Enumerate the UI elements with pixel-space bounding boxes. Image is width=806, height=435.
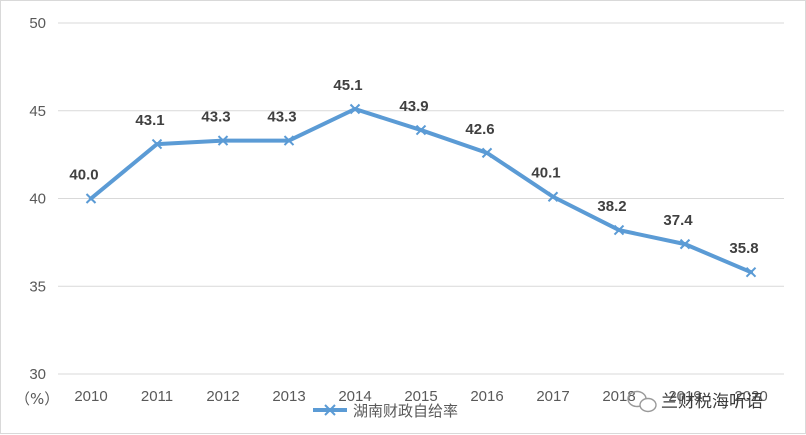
legend-label: 湖南财政自给率: [353, 402, 458, 420]
data-label: 43.1: [135, 112, 164, 129]
data-point-marker: [283, 135, 295, 146]
data-label: 40.0: [69, 167, 98, 184]
y-unit-label: （%）: [15, 390, 59, 408]
data-point-marker: [85, 193, 97, 204]
data-label: 43.3: [267, 109, 296, 126]
data-label: 35.8: [729, 240, 758, 257]
data-label: 42.6: [465, 121, 494, 138]
data-point-marker: [481, 147, 493, 159]
data-label: 37.4: [663, 212, 693, 229]
watermark: 兰财税海听语: [627, 390, 763, 413]
x-tick-label: 2019: [668, 388, 701, 405]
y-tick-label: 30: [29, 366, 46, 383]
x-tick-label: 2015: [404, 388, 437, 405]
y-tick-label: 40: [29, 191, 46, 208]
data-point-marker: [217, 135, 229, 146]
data-label: 40.1: [531, 165, 560, 182]
x-tick-label: 2011: [141, 388, 173, 405]
data-point-marker: [679, 238, 691, 250]
gridlines: [58, 22, 784, 375]
data-point-marker: [151, 138, 163, 150]
series-line: [89, 106, 753, 275]
x-tick-label: 2012: [206, 388, 239, 405]
x-axis-ticks: 2010 2011 2012 2013 2014 2015 2016 2017 2018 2019…: [74, 388, 767, 405]
wechat-icon: [627, 390, 657, 413]
data-point-marker: [349, 103, 361, 115]
y-tick-label: 50: [29, 15, 46, 32]
data-label: 45.1: [333, 77, 362, 94]
y-tick-label: 45: [29, 103, 46, 120]
data-label: 43.3: [201, 109, 230, 126]
y-axis-ticks: 30 35 40 45 50: [29, 15, 46, 383]
x-tick-label: 2017: [536, 388, 569, 405]
data-label: 43.9: [399, 98, 428, 115]
x-tick-label: 2020: [734, 388, 767, 405]
x-tick-label: 2013: [272, 388, 305, 405]
x-tick-label: 2014: [338, 388, 371, 405]
x-tick-label: 2018: [602, 388, 635, 405]
watermark-text: 兰财税海听语: [661, 392, 763, 412]
data-point-marker: [745, 267, 757, 278]
data-point-marker: [547, 191, 559, 202]
y-tick-label: 35: [29, 278, 46, 295]
data-point-marker: [415, 124, 427, 136]
series-layer: 40.0 43.1 43.3 43.3 45.1 43.9 42.6 40.1 38.2 37.4…: [69, 77, 759, 278]
data-point-marker: [613, 224, 625, 236]
legend[interactable]: 湖南财政自给率: [313, 402, 458, 420]
data-label: 38.2: [597, 198, 626, 215]
x-tick-label: 2010: [74, 388, 107, 405]
legend-marker: [324, 404, 336, 416]
x-tick-label: 2016: [470, 388, 503, 405]
